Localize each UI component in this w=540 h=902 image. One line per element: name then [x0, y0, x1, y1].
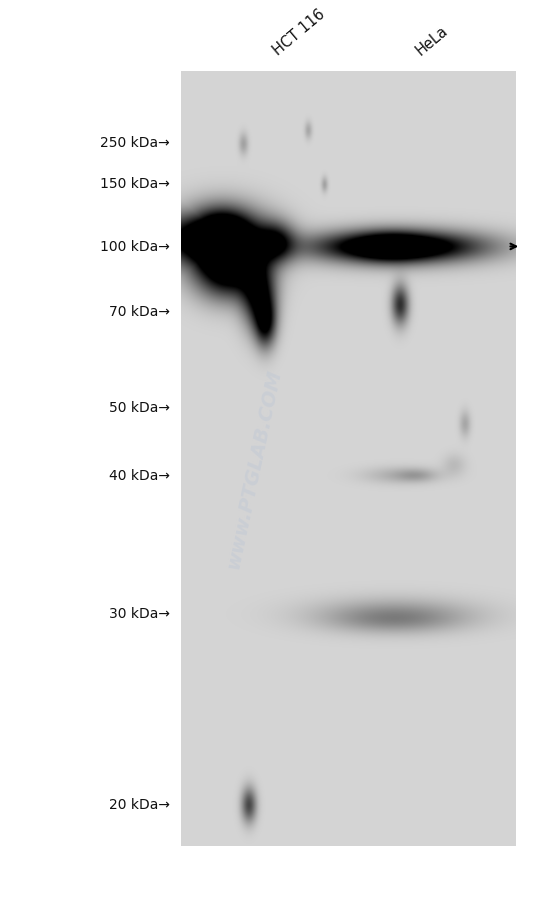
- Text: 20 kDa→: 20 kDa→: [109, 797, 170, 812]
- Text: HCT 116: HCT 116: [270, 7, 328, 59]
- Text: 250 kDa→: 250 kDa→: [100, 135, 170, 150]
- Text: www.PTGLAB.COM: www.PTGLAB.COM: [224, 368, 284, 570]
- Text: 100 kDa→: 100 kDa→: [100, 240, 170, 254]
- Text: 70 kDa→: 70 kDa→: [109, 304, 170, 318]
- Text: 150 kDa→: 150 kDa→: [100, 177, 170, 191]
- Text: 40 kDa→: 40 kDa→: [109, 468, 170, 483]
- Text: HeLa: HeLa: [413, 23, 451, 59]
- Text: 30 kDa→: 30 kDa→: [109, 606, 170, 621]
- Text: 50 kDa→: 50 kDa→: [109, 400, 170, 415]
